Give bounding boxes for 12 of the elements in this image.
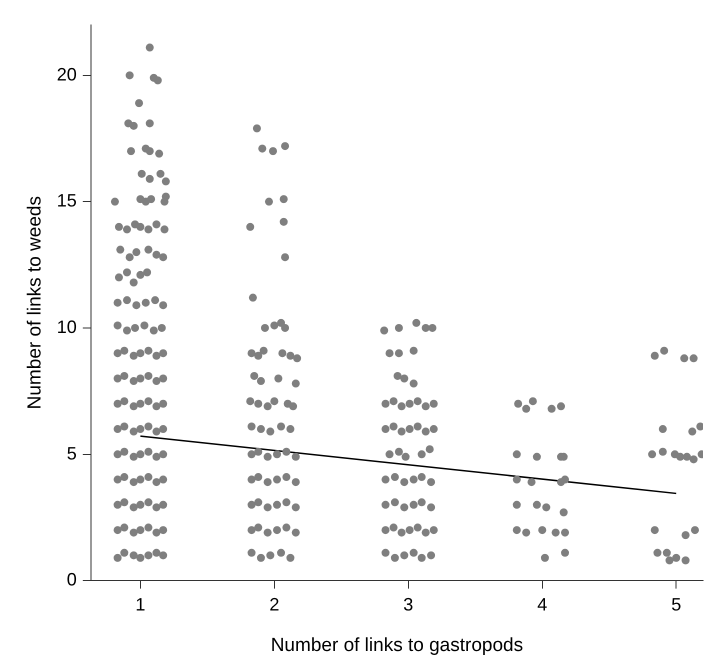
x-tick-label: 1 [135,594,146,614]
x-axis-title: Number of links to gastropods [270,634,524,656]
y-tick-label: 10 [56,316,77,337]
x-tick-label: 4 [537,594,548,614]
y-tick-label: 5 [66,443,77,464]
y-axis-title: Number of links to weeds [24,196,46,410]
y-tick-label: 20 [56,64,77,84]
x-tick-label: 2 [269,594,280,614]
y-tick-label: 0 [66,570,77,590]
x-tick-label: 5 [671,594,682,614]
x-tick-label: 3 [403,594,414,614]
y-tick-label: 15 [56,190,77,211]
